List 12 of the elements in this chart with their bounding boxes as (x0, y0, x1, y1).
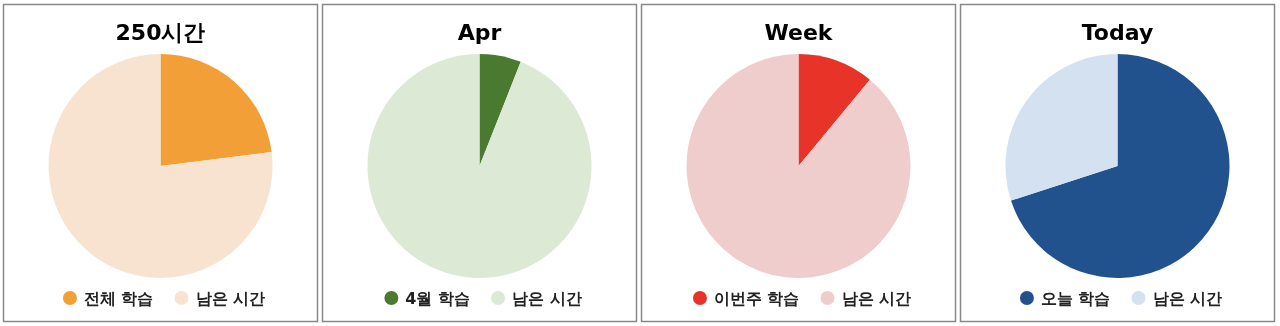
chart-title: 250시간 (115, 20, 206, 45)
chart-title: Today (1081, 20, 1154, 45)
legend-label: 오늘 학습 (1040, 289, 1111, 308)
legend-label: 남은 시간 (841, 289, 912, 308)
legend-label: 전체 학습 (83, 289, 154, 308)
legend-label: 이번주 학습 (713, 289, 800, 308)
legend-label: 남은 시간 (195, 289, 266, 308)
legend-label: 남은 시간 (1152, 289, 1223, 308)
chart-title: Week (764, 20, 834, 45)
legend-label: 4월 학습 (405, 289, 471, 308)
chart-title: Apr (457, 20, 502, 45)
legend-label: 남은 시간 (512, 289, 582, 308)
